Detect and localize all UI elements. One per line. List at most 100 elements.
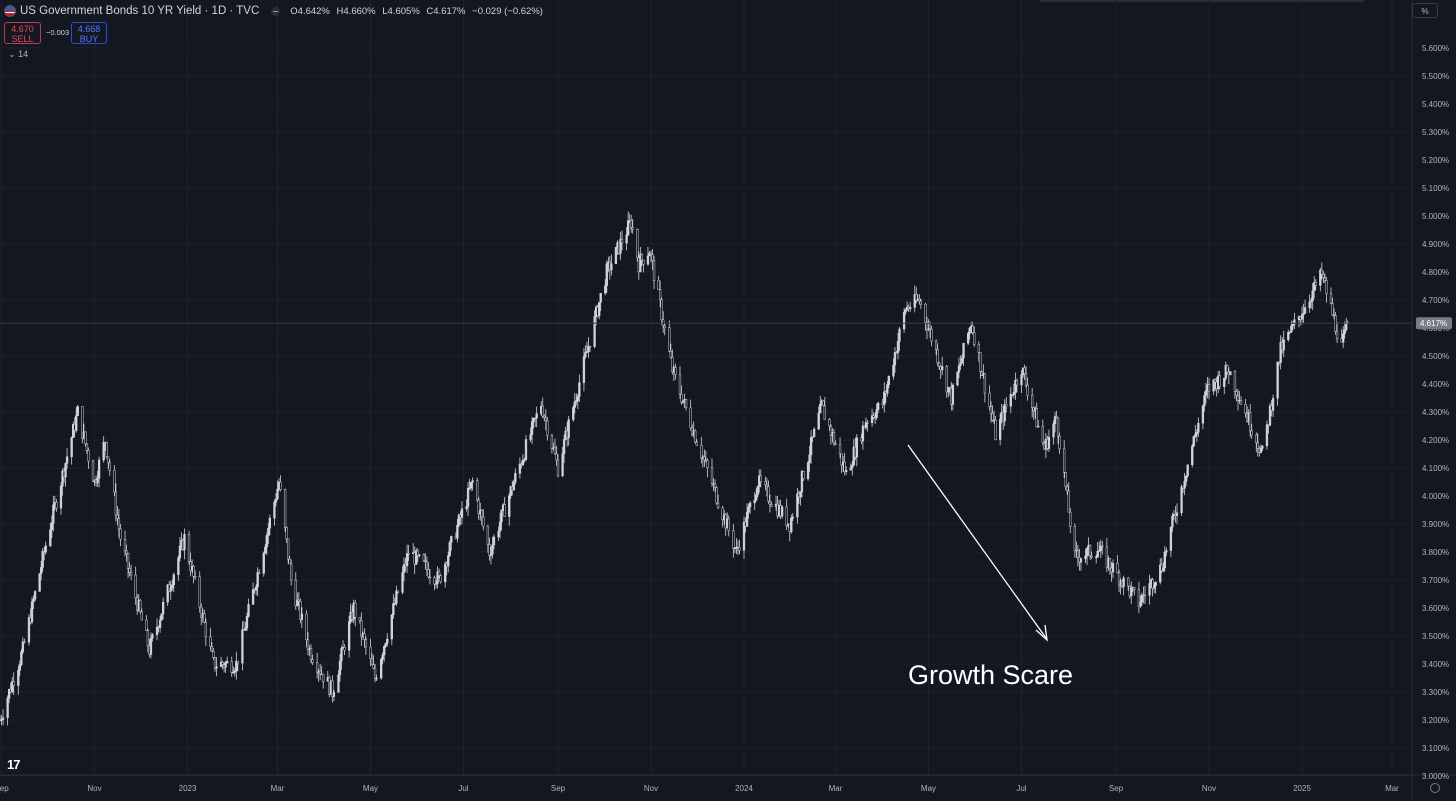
candle-body — [599, 292, 602, 303]
candle-body — [158, 619, 162, 629]
candle-body — [265, 535, 268, 548]
sell-button[interactable]: 4.670 SELL — [4, 22, 41, 44]
candle-body — [370, 658, 374, 666]
candle-body — [938, 362, 941, 367]
settings-gear-icon[interactable] — [1430, 783, 1440, 793]
candle-body — [877, 402, 880, 410]
y-tick-label: 4.300% — [1422, 408, 1449, 417]
candle-body — [1300, 314, 1304, 320]
candle-body — [930, 329, 933, 342]
candle-body — [642, 259, 645, 265]
candle-body — [372, 664, 375, 669]
candle-body — [1020, 374, 1023, 386]
candle-body — [1139, 601, 1142, 607]
candle-body — [407, 553, 410, 555]
candle-body — [572, 407, 575, 420]
candle-body — [375, 677, 378, 680]
candle-body — [123, 539, 127, 552]
candle-body — [437, 571, 441, 576]
candle-body — [1079, 558, 1083, 563]
candle-body — [251, 589, 255, 605]
candle-body — [681, 400, 685, 403]
candle-body — [119, 528, 122, 540]
candle-body — [556, 459, 560, 477]
candle-body — [72, 423, 75, 438]
candle-body — [172, 574, 175, 586]
candle-body — [657, 280, 660, 290]
y-tick-label: 4.000% — [1422, 492, 1449, 501]
candle-body — [1195, 432, 1198, 435]
candle-body — [498, 521, 502, 532]
candle-body — [828, 419, 831, 427]
candle-body — [38, 573, 41, 592]
candle-body — [989, 406, 993, 414]
candle-body — [1, 717, 5, 720]
candle-body — [1331, 303, 1334, 316]
y-tick-label: 5.400% — [1422, 100, 1449, 109]
candle-body — [305, 613, 308, 641]
candle-body — [1117, 572, 1121, 586]
y-tick-label: 5.500% — [1422, 72, 1449, 81]
candle-body — [1233, 371, 1237, 392]
candle-body — [1235, 391, 1238, 396]
candle-body — [659, 289, 662, 301]
candle-body — [1175, 512, 1179, 516]
candle-body — [486, 526, 490, 545]
candle-body — [1105, 546, 1109, 568]
candle-body — [113, 470, 116, 493]
candle-body — [477, 499, 480, 514]
candle-body — [416, 550, 419, 556]
candle-body — [299, 601, 302, 620]
candle-body — [1066, 486, 1069, 492]
candle-body — [748, 502, 752, 508]
candle-body — [244, 627, 247, 631]
candle-body — [960, 357, 964, 364]
x-tick-label: May — [363, 784, 378, 793]
candle-body — [843, 461, 846, 473]
candle-body — [713, 483, 717, 488]
candle-body — [1223, 377, 1226, 387]
x-tick-label: 2025 — [1293, 784, 1311, 793]
symbol-title[interactable]: US Government Bonds 10 YR Yield · 1D · T… — [20, 5, 260, 17]
candle-body — [87, 450, 90, 462]
candle-body — [497, 531, 500, 538]
candle-body — [706, 460, 709, 468]
candle-body — [909, 307, 912, 309]
candle-body — [845, 470, 848, 473]
candle-body — [1265, 424, 1269, 447]
candle-body — [756, 486, 759, 496]
buy-button[interactable]: 4.668 BUY — [71, 22, 107, 44]
candle-body — [941, 366, 944, 371]
indicator-toggle[interactable]: ⌄ 14 — [8, 49, 28, 60]
candle-body — [631, 227, 634, 230]
candle-body — [785, 506, 788, 527]
candle-body — [433, 577, 436, 585]
candle-body — [630, 220, 633, 228]
candle-body — [360, 620, 363, 637]
candle-body — [732, 530, 735, 549]
candle-body — [1073, 526, 1076, 551]
x-tick-label: Nov — [87, 784, 101, 793]
candle-body — [689, 407, 692, 429]
candle-body — [7, 689, 11, 699]
x-tick-label: 2024 — [735, 784, 753, 793]
candle-body — [636, 228, 639, 258]
y-tick-label: 3.700% — [1422, 576, 1449, 585]
candle-body — [962, 342, 965, 359]
candle-body — [21, 641, 25, 653]
candle-body — [232, 672, 235, 674]
candle-body — [1133, 587, 1136, 590]
candle-body — [703, 456, 706, 461]
x-tick-label: May — [921, 784, 936, 793]
candle-body — [1056, 417, 1060, 437]
percent-scale-button[interactable]: % — [1412, 3, 1438, 18]
candle-body — [518, 463, 522, 474]
candle-body — [245, 616, 249, 629]
candle-body — [1076, 550, 1080, 558]
candle-body — [1037, 425, 1040, 428]
ohlc-values: O4.642% H4.660% L4.605% C4.617% −0.029 (… — [290, 6, 547, 17]
candle-body — [6, 697, 9, 718]
y-tick-label: 3.800% — [1422, 548, 1449, 557]
collapse-icon[interactable] — [271, 6, 281, 16]
